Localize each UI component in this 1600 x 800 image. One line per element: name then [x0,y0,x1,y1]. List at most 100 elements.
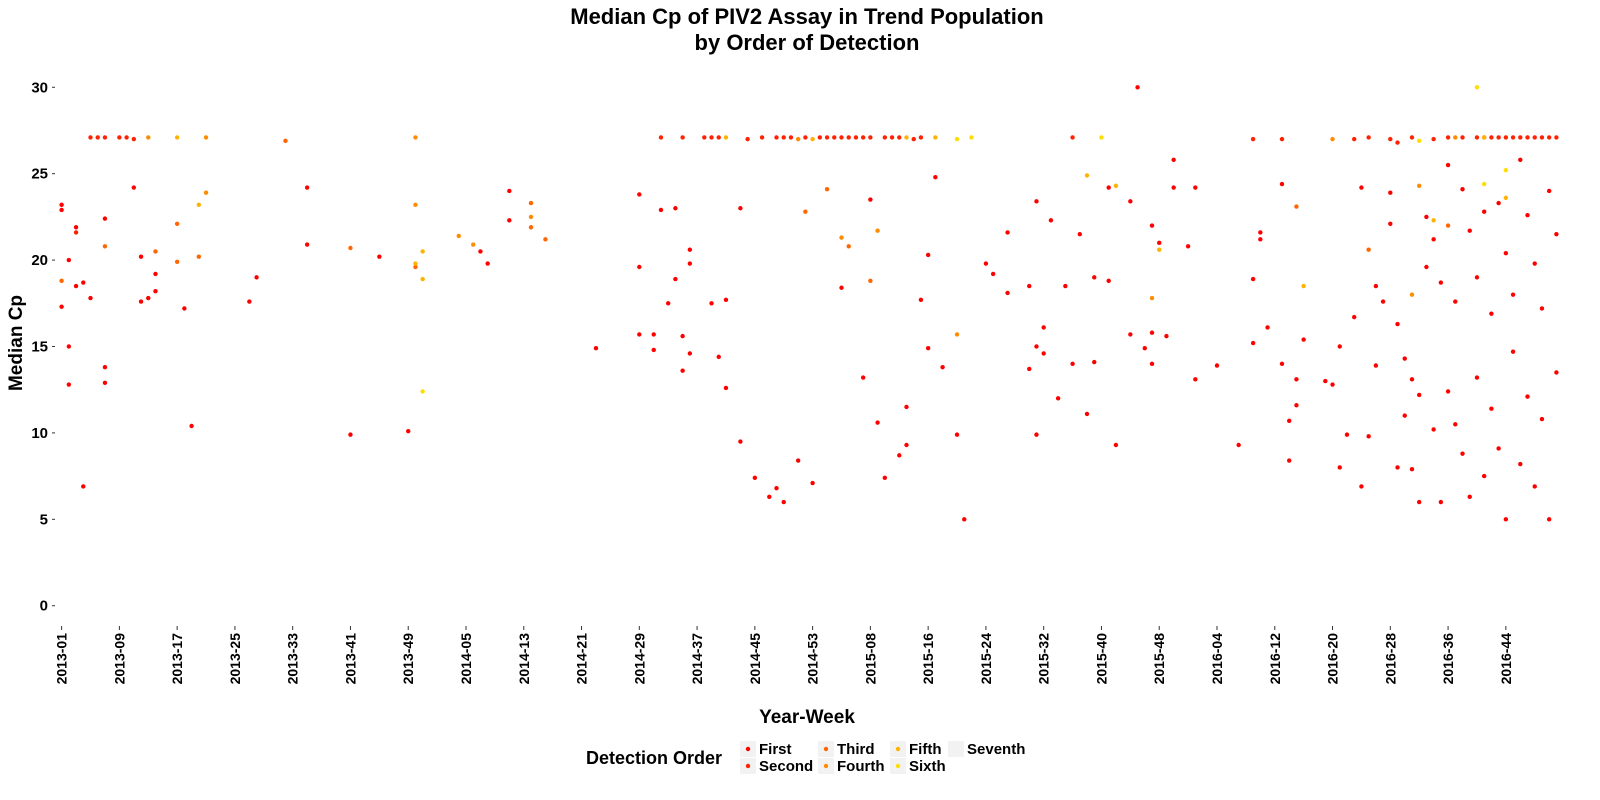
data-point [1546,517,1552,522]
data-point [1409,466,1415,472]
data-point [680,135,685,140]
x-tick-label: 2013-33 [285,633,301,685]
data-point [882,475,888,481]
data-point [1467,494,1472,500]
data-point [1474,85,1480,90]
data-point [868,135,873,140]
data-point [146,135,151,140]
data-point [1157,240,1162,246]
data-point [102,380,108,385]
data-point [174,221,180,227]
data-point [904,442,909,448]
data-point [1149,330,1155,335]
data-point [138,299,144,304]
data-point [781,135,786,140]
data-point [1438,499,1444,505]
data-point [66,382,72,387]
x-tick-label: 2016-12 [1267,633,1283,685]
data-point [1128,199,1133,204]
x-tick-label: 2016-28 [1382,633,1398,685]
data-point [1431,136,1436,142]
data-point [875,420,880,425]
data-point [1445,389,1451,394]
data-point [1445,223,1451,228]
data-point [138,254,144,259]
legend-label: Second [759,758,813,775]
y-axis-ticks: 0 5 10 15 20 25 30 [31,79,55,615]
data-point [1193,185,1198,190]
data-point [774,486,779,491]
x-tick-label: 2014-45 [747,633,763,685]
data-point [1503,135,1509,140]
data-point [1539,135,1545,140]
data-point [680,333,685,339]
data-point [420,249,425,254]
data-point [1481,135,1487,140]
data-point [1128,332,1133,337]
data-point [1460,451,1465,456]
data-point [1510,135,1516,140]
data-point [716,354,721,360]
data-point [1546,188,1552,194]
data-point [1171,157,1176,163]
data-point [59,202,64,207]
data-point [1532,261,1537,266]
data-point [687,351,693,356]
data-point [66,344,72,349]
x-tick-label: 2015-40 [1093,633,1109,685]
data-point [1084,411,1090,417]
data-point [1503,195,1509,201]
legend-swatch [895,763,901,769]
data-point [1395,321,1400,327]
data-point [1416,138,1422,144]
legend-label: First [759,741,792,758]
legend-label: Fourth [837,758,884,775]
data-point [709,301,714,306]
y-tick-label: 5 [40,511,48,528]
data-point [1453,299,1458,304]
data-point [889,135,895,140]
data-point [839,235,844,240]
data-point [1481,473,1487,479]
data-point [1084,173,1090,178]
data-point [1424,214,1429,220]
x-tick-label: 2014-29 [631,633,647,685]
data-point [1503,250,1509,256]
data-point [420,276,425,282]
data-point [983,261,989,266]
data-point [1301,337,1306,342]
data-point [1344,432,1350,437]
data-point [954,136,960,142]
data-point [1525,135,1530,140]
data-point [1532,484,1537,489]
data-point [1546,135,1552,140]
data-point [969,135,974,140]
data-point [1496,200,1501,206]
x-tick-label: 2016-04 [1209,633,1225,685]
data-point [304,242,310,247]
data-point [1258,230,1263,235]
data-point [1474,275,1480,280]
data-point [1279,181,1285,187]
data-point [59,304,64,309]
data-point [752,475,758,481]
data-point [174,259,180,265]
data-point [1351,314,1357,320]
data-point [131,185,137,190]
data-point [1438,280,1444,285]
data-point [687,261,693,266]
x-tick-label: 2014-53 [805,633,821,685]
data-point [59,207,64,213]
data-point [182,306,187,311]
data-point [507,188,512,194]
x-tick-label: 2014-37 [689,633,705,685]
data-point [1323,378,1328,384]
data-point [88,295,93,301]
data-point [1474,135,1480,140]
data-point [954,332,960,337]
data-point [1388,221,1393,227]
data-point [738,206,743,211]
data-point [745,136,750,142]
data-point [1518,135,1523,140]
legend-swatch [895,746,901,752]
